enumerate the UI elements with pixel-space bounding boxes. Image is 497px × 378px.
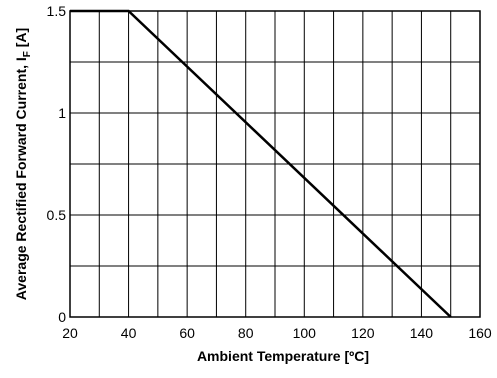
y-tick-label: 1 [58, 105, 66, 121]
y-axis-title-unit: [A] [13, 28, 29, 51]
x-tick-label: 20 [62, 325, 78, 341]
y-tick-label: 0.5 [47, 207, 67, 223]
y-tick-labels: 0 0.5 1 1.5 [47, 3, 67, 325]
x-axis-title: Ambient Temperature [ºC] [197, 348, 369, 364]
grid [70, 11, 480, 317]
x-tick-label: 60 [179, 325, 195, 341]
y-tick-label: 0 [58, 309, 66, 325]
y-axis-title-main: Average Rectified Forward Current, I [13, 57, 29, 300]
x-tick-label: 40 [121, 325, 137, 341]
x-tick-label: 140 [410, 325, 434, 341]
y-axis-title-subscript: F [22, 51, 33, 57]
x-tick-label: 160 [468, 325, 492, 341]
x-tick-labels: 20 40 60 80 100 120 140 160 [62, 325, 492, 341]
x-tick-label: 120 [351, 325, 375, 341]
plot-frame [69, 10, 481, 318]
x-tick-label: 100 [293, 325, 317, 341]
y-axis-title: Average Rectified Forward Current, IF [A… [13, 28, 33, 300]
x-tick-label: 80 [238, 325, 254, 341]
y-tick-label: 1.5 [47, 3, 67, 19]
